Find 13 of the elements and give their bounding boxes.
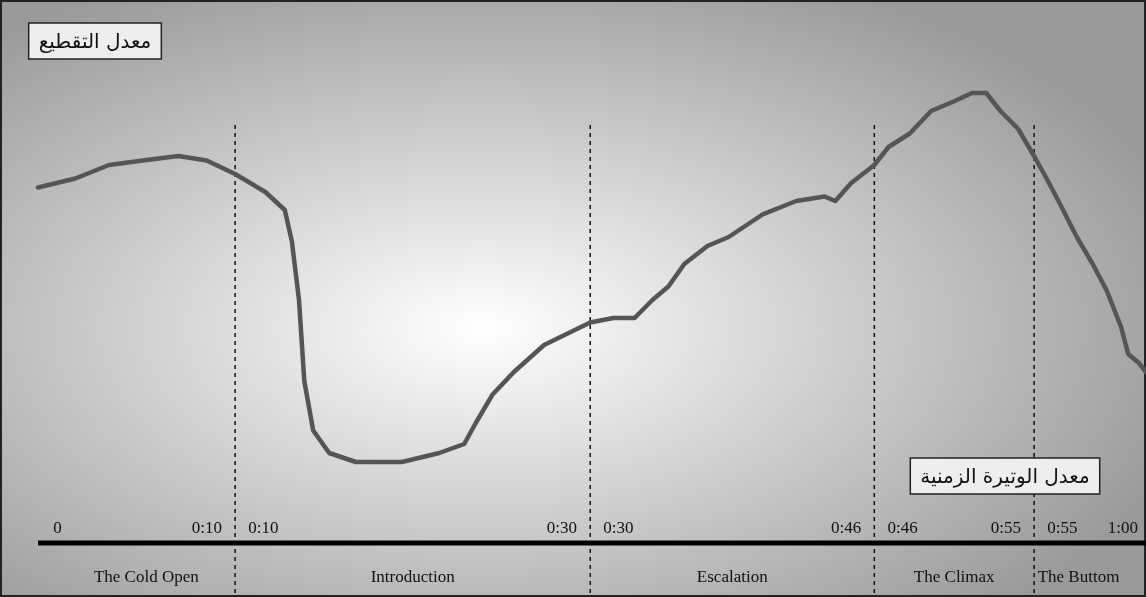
text: The Buttom [1037, 567, 1120, 586]
text: Escalation [696, 567, 769, 586]
x-axis-title: معدل الوتيرة الزمنية [920, 464, 1090, 488]
x-tick-label: 1:00 [1107, 518, 1139, 537]
text: The Climax [913, 567, 996, 586]
text: Introduction [370, 567, 456, 586]
x-tick-label: 0:55 0:55 [990, 518, 1078, 537]
x-tick-label: 0:30 0:30 [546, 518, 634, 537]
text: The Cold Open [93, 567, 200, 586]
y-axis-title: معدل التقطيع [38, 29, 152, 53]
x-tick-label: 0 [53, 518, 62, 537]
x-tick-label: 0:10 0:10 [191, 518, 279, 537]
x-tick-label: 0:46 0:46 [830, 518, 918, 537]
